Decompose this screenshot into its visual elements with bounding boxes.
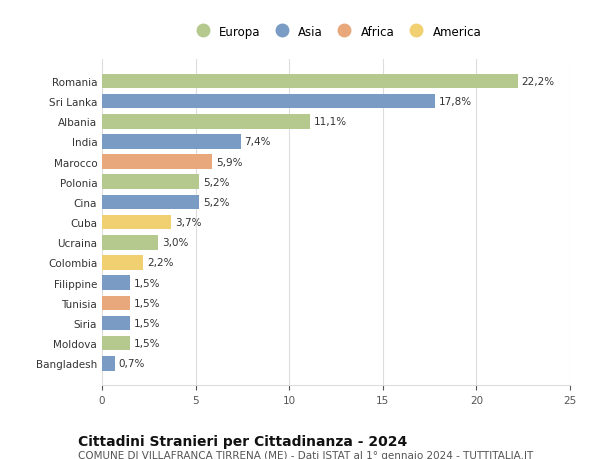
Text: 11,1%: 11,1% <box>314 117 347 127</box>
Bar <box>102 195 199 210</box>
Bar <box>102 296 130 310</box>
Bar <box>102 256 143 270</box>
Text: Cittadini Stranieri per Cittadinanza - 2024: Cittadini Stranieri per Cittadinanza - 2… <box>78 434 407 448</box>
Bar <box>102 235 158 250</box>
Text: 0,7%: 0,7% <box>119 358 145 369</box>
Text: 7,4%: 7,4% <box>244 137 271 147</box>
Text: 1,5%: 1,5% <box>134 318 160 328</box>
Bar <box>102 175 199 190</box>
Text: 1,5%: 1,5% <box>134 338 160 348</box>
Bar <box>102 356 115 371</box>
Bar <box>102 135 241 149</box>
Text: 1,5%: 1,5% <box>134 298 160 308</box>
Text: 5,9%: 5,9% <box>216 157 242 167</box>
Bar <box>102 115 310 129</box>
Bar <box>102 74 518 89</box>
Text: 5,2%: 5,2% <box>203 177 230 187</box>
Text: COMUNE DI VILLAFRANCA TIRRENA (ME) - Dati ISTAT al 1° gennaio 2024 - TUTTITALIA.: COMUNE DI VILLAFRANCA TIRRENA (ME) - Dat… <box>78 450 533 459</box>
Bar <box>102 215 171 230</box>
Text: 3,7%: 3,7% <box>175 218 202 228</box>
Bar <box>102 276 130 290</box>
Legend: Europa, Asia, Africa, America: Europa, Asia, Africa, America <box>188 23 484 41</box>
Text: 5,2%: 5,2% <box>203 197 230 207</box>
Text: 17,8%: 17,8% <box>439 97 472 107</box>
Bar <box>102 95 435 109</box>
Text: 2,2%: 2,2% <box>147 258 173 268</box>
Text: 1,5%: 1,5% <box>134 278 160 288</box>
Text: 3,0%: 3,0% <box>162 238 188 248</box>
Bar <box>102 316 130 330</box>
Bar <box>102 336 130 351</box>
Bar <box>102 155 212 169</box>
Text: 22,2%: 22,2% <box>521 77 554 87</box>
